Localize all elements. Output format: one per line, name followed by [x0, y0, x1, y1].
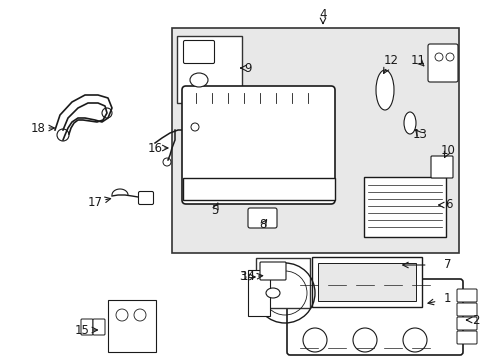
FancyBboxPatch shape — [427, 44, 457, 82]
FancyBboxPatch shape — [456, 289, 476, 302]
FancyBboxPatch shape — [363, 177, 445, 237]
FancyBboxPatch shape — [260, 262, 285, 280]
Text: 18: 18 — [30, 122, 45, 135]
FancyBboxPatch shape — [182, 86, 334, 204]
FancyBboxPatch shape — [456, 331, 476, 344]
Text: 2: 2 — [471, 314, 479, 327]
FancyBboxPatch shape — [247, 208, 276, 228]
Ellipse shape — [403, 112, 415, 134]
Text: 14: 14 — [240, 270, 255, 284]
Ellipse shape — [190, 73, 207, 87]
Text: 15: 15 — [74, 324, 89, 337]
Bar — [256, 258, 309, 308]
Text: 4: 4 — [319, 8, 326, 21]
Bar — [311, 257, 421, 307]
Text: 9: 9 — [244, 62, 251, 75]
Text: 17: 17 — [87, 195, 102, 208]
Bar — [183, 178, 334, 200]
FancyBboxPatch shape — [183, 40, 214, 63]
Text: 8: 8 — [259, 219, 266, 231]
Text: 1: 1 — [442, 292, 450, 306]
FancyBboxPatch shape — [81, 319, 93, 335]
Text: 6: 6 — [445, 198, 452, 211]
FancyBboxPatch shape — [430, 156, 452, 178]
Text: 3: 3 — [239, 270, 246, 284]
Bar — [177, 36, 242, 103]
Ellipse shape — [375, 70, 393, 110]
Text: 16: 16 — [147, 141, 162, 154]
Text: 11: 11 — [409, 54, 425, 67]
Bar — [247, 270, 269, 316]
Ellipse shape — [265, 288, 280, 298]
Bar — [108, 300, 156, 352]
Text: 7: 7 — [443, 258, 451, 271]
FancyBboxPatch shape — [456, 303, 476, 316]
FancyBboxPatch shape — [286, 279, 462, 355]
FancyBboxPatch shape — [138, 192, 153, 204]
Bar — [172, 28, 458, 253]
Text: 10: 10 — [440, 144, 454, 157]
FancyBboxPatch shape — [93, 319, 105, 335]
FancyBboxPatch shape — [456, 317, 476, 330]
Bar — [317, 263, 415, 301]
Text: 13: 13 — [412, 129, 427, 141]
Text: 12: 12 — [383, 54, 398, 67]
Text: 5: 5 — [211, 203, 218, 216]
